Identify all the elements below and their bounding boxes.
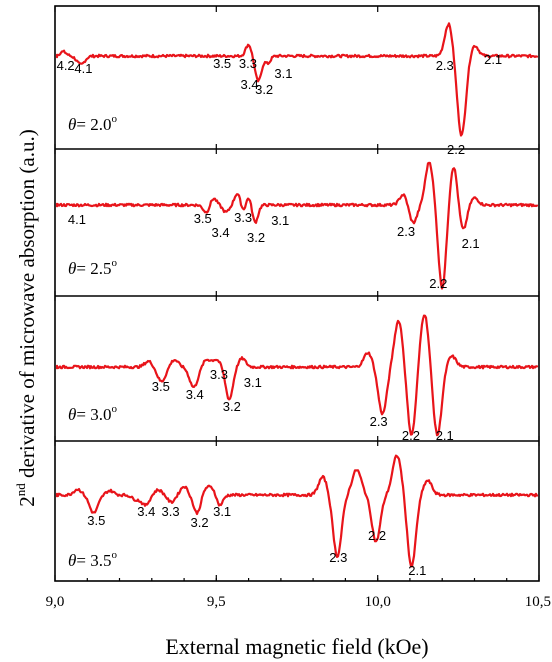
x-axis-label: External magnetic field (kOe) bbox=[165, 634, 428, 659]
peak-label: 2.2 bbox=[368, 528, 386, 543]
peak-label: 3.3 bbox=[162, 504, 180, 519]
peak-label: 3.3 bbox=[234, 210, 252, 225]
y-axis-label-main: 2 bbox=[15, 496, 39, 507]
angle-label-panel-2: θ= 2.5o bbox=[68, 257, 117, 278]
x-tick-label: 10,5 bbox=[525, 594, 551, 610]
theta-value: = 2.5 bbox=[76, 259, 111, 278]
panel-theta-3-0: 3.5 3.4 3.3 3.23.1 2.3 2.2 2.1 θ= 3.0o bbox=[55, 314, 539, 443]
peak-label: 2.1 bbox=[462, 236, 480, 251]
peak-label: 4.1 bbox=[68, 212, 86, 227]
peak-label: 3.1 bbox=[213, 504, 231, 519]
peak-label: 2.3 bbox=[370, 414, 388, 429]
theta-value: = 3.5 bbox=[76, 551, 111, 570]
peak-label: 3.4 bbox=[212, 225, 230, 240]
peak-label: 3.5 bbox=[194, 211, 212, 226]
peak-label: 4.2 bbox=[57, 58, 75, 73]
peak-label: 3.5 bbox=[87, 513, 105, 528]
trace-panel-3 bbox=[55, 314, 539, 437]
peak-label: 3.1 bbox=[244, 375, 262, 390]
theta-symbol: θ bbox=[68, 551, 76, 570]
panel-theta-2-0: 4.2 4.1 3.5 3.3 3.43.23.1 2.3 2.1 2.2 θ= 2.0o bbox=[55, 22, 539, 157]
peak-label: 3.1 bbox=[271, 213, 289, 228]
angle-label-panel-1: θ= 2.0o bbox=[68, 113, 117, 134]
trace-panel-4 bbox=[55, 454, 539, 568]
peak-label: 2.2 bbox=[429, 276, 447, 291]
panel-theta-3-5: 3.5 3.4 3.3 3.2 3.1 2.3 2.2 2.1 θ= 3.5o bbox=[55, 454, 539, 578]
x-tick-label: 10,0 bbox=[365, 594, 391, 610]
y-axis-label-rest: derivative of microwave absorption (a.u.… bbox=[15, 129, 39, 483]
peak-label: 3.4 bbox=[137, 504, 155, 519]
angle-label-panel-3: θ= 3.0o bbox=[68, 403, 117, 424]
peak-label: 3.4 bbox=[186, 387, 204, 402]
peak-label: 4.1 bbox=[74, 61, 92, 76]
peak-label: 3.3 bbox=[210, 367, 228, 382]
theta-symbol: θ bbox=[68, 259, 76, 278]
peak-label: 2.1 bbox=[484, 52, 502, 67]
peak-label: 3.4 bbox=[241, 77, 259, 92]
degree-sign: o bbox=[111, 113, 117, 125]
y-axis-label: 2nd derivative of microwave absorption (… bbox=[13, 129, 39, 506]
peak-label: 2.1 bbox=[436, 428, 454, 443]
peak-label: 2.1 bbox=[408, 563, 426, 578]
degree-sign: o bbox=[111, 403, 117, 415]
theta-symbol: θ bbox=[68, 115, 76, 134]
peak-label: 2.2 bbox=[402, 428, 420, 443]
y-axis-label-sup: nd bbox=[13, 483, 28, 497]
x-tick-label: 9,5 bbox=[207, 594, 226, 610]
peak-label: 3.2 bbox=[191, 515, 209, 530]
theta-symbol: θ bbox=[68, 405, 76, 424]
peak-label: 3.2 bbox=[223, 399, 241, 414]
trace-panel-2 bbox=[55, 161, 539, 290]
degree-sign: o bbox=[111, 257, 117, 269]
peak-label: 3.2 bbox=[255, 82, 273, 97]
theta-value: = 2.0 bbox=[76, 115, 111, 134]
peak-labels-panel-1: 4.2 4.1 3.5 3.3 3.43.23.1 2.3 2.1 2.2 bbox=[57, 52, 503, 157]
angle-label-panel-4: θ= 3.5o bbox=[68, 549, 117, 570]
panel-theta-2-5: 4.1 3.53.4 3.3 3.2 3.1 2.3 2.1 2.2 θ= 2.5o bbox=[55, 161, 539, 291]
peak-label: 2.3 bbox=[397, 224, 415, 239]
trace-panel-1 bbox=[55, 22, 539, 137]
degree-sign: o bbox=[111, 549, 117, 561]
peak-labels-panel-3: 3.5 3.4 3.3 3.23.1 2.3 2.2 2.1 bbox=[152, 367, 454, 443]
peak-label: 3.5 bbox=[152, 379, 170, 394]
peak-label: 3.3 bbox=[239, 56, 257, 71]
peak-label: 3.2 bbox=[247, 230, 265, 245]
peak-label: 3.5 bbox=[213, 56, 231, 71]
peak-label: 2.3 bbox=[436, 58, 454, 73]
peak-label: 2.2 bbox=[447, 142, 465, 157]
x-tick-label: 9,0 bbox=[46, 594, 65, 610]
peak-label: 3.1 bbox=[274, 66, 292, 81]
theta-value: = 3.0 bbox=[76, 405, 111, 424]
x-axis: 9,0 9,5 10,0 10,5 bbox=[46, 6, 551, 610]
peak-label: 2.3 bbox=[329, 550, 347, 565]
peak-labels-panel-4: 3.5 3.4 3.3 3.2 3.1 2.3 2.2 2.1 bbox=[87, 504, 426, 578]
peak-labels-panel-2: 4.1 3.53.4 3.3 3.2 3.1 2.3 2.1 2.2 bbox=[68, 210, 480, 291]
